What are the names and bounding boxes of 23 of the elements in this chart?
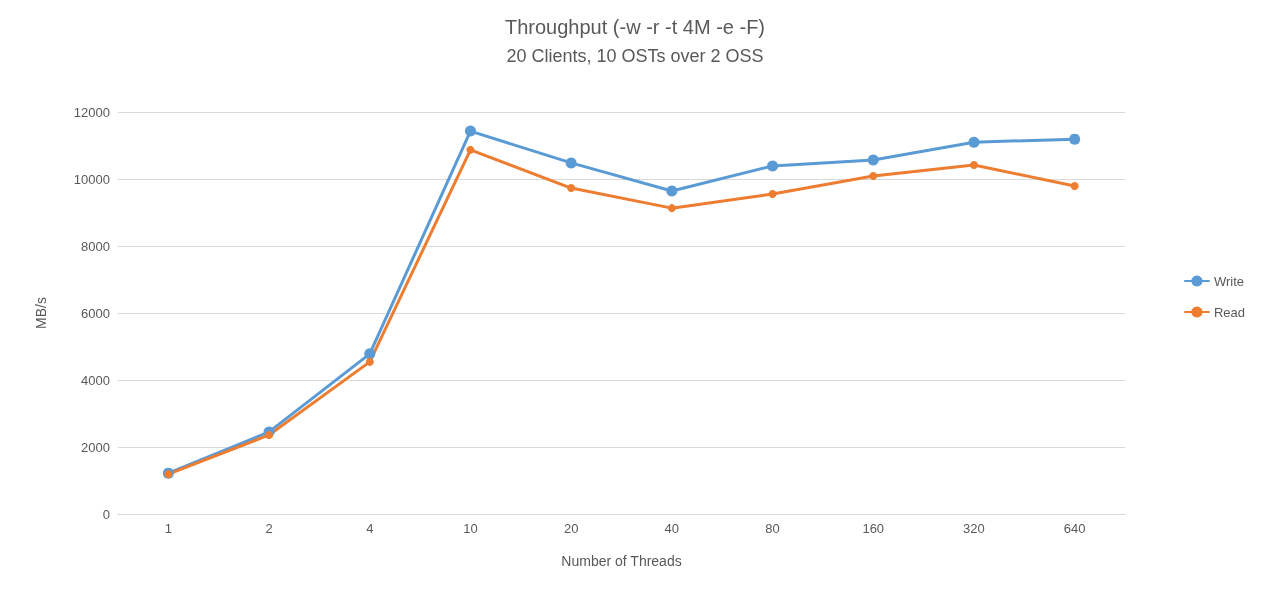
chart-subtitle: 20 Clients, 10 OSTs over 2 OSS [506,46,764,66]
y-tick-label: 8000 [81,238,110,254]
legend-label: Write [1213,273,1245,289]
y-tick-label: 2000 [81,439,110,455]
x-tick-label: 320 [963,521,985,536]
y-tick-label: 0 [102,506,110,522]
y-tick-label: 4000 [81,372,110,388]
x-tick-label: 1 [164,521,172,536]
y-tick-label: 10000 [73,171,110,187]
chart-title: Throughput (-w -r -t 4M -e -F) [504,16,766,38]
x-tick-label: 20 [563,521,579,536]
x-axis-title: Number of Threads [561,553,682,569]
x-tick-label: 80 [765,521,780,536]
x-tick-label: 640 [1063,521,1086,536]
legend-label: Read [1213,304,1245,320]
y-tick-label: 6000 [81,305,110,321]
x-tick-label: 4 [366,521,374,536]
x-tick-label: 10 [463,521,478,536]
x-tick-label: 160 [862,521,885,536]
x-tick-label: 40 [664,521,680,536]
x-tick-label: 2 [265,521,273,536]
y-tick-label: 12000 [73,104,110,120]
y-axis-title: MB/s [33,297,49,329]
